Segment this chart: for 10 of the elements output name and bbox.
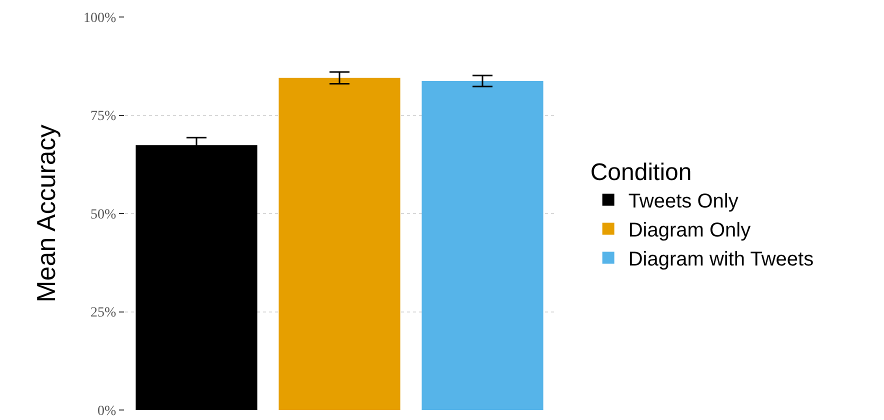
y-axis-title: Mean Accuracy xyxy=(30,124,61,302)
y-tick-label: 50% xyxy=(90,207,117,222)
legend-label: Tweets Only xyxy=(628,190,738,212)
y-tick-label: 0% xyxy=(98,404,117,419)
y-tick-label: 25% xyxy=(90,306,117,321)
legend-title: Condition xyxy=(590,159,692,186)
legend-label: Diagram Only xyxy=(628,220,751,242)
y-tick-label: 100% xyxy=(84,10,117,26)
y-tick-label: 75% xyxy=(90,109,117,124)
legend-label: Diagram with Tweets xyxy=(628,248,814,270)
